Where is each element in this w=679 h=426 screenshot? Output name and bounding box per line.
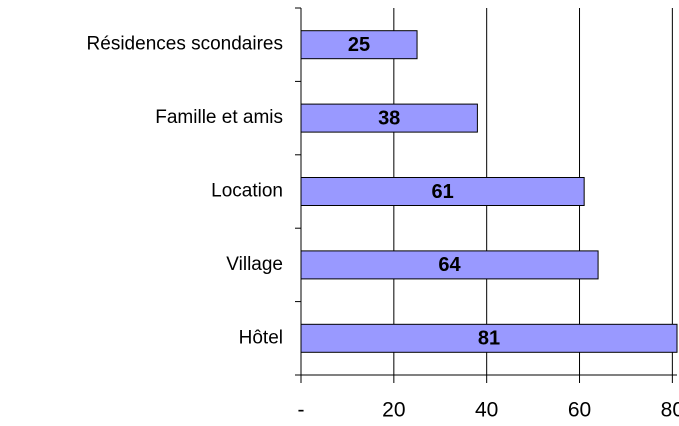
value-label: 25 <box>348 34 370 56</box>
bar <box>300 323 678 353</box>
value-label: 64 <box>438 254 461 276</box>
value-label: 38 <box>378 107 400 129</box>
y-tick-label: Famille et amis <box>155 107 283 128</box>
y-tick-label: Location <box>211 181 283 202</box>
bar <box>300 30 418 60</box>
x-tick-label: 60 <box>568 399 591 422</box>
bar <box>300 103 478 133</box>
value-label: 61 <box>431 181 453 203</box>
bar <box>300 250 599 280</box>
x-tick-label: - <box>298 399 305 422</box>
y-tick-label: Hôtel <box>239 327 283 348</box>
y-tick-label: Village <box>226 254 283 275</box>
x-tick-label: 40 <box>475 399 498 422</box>
value-label: 81 <box>478 328 500 350</box>
y-tick-label: Résidences scondaires <box>87 34 283 55</box>
x-tick-label: 80 <box>661 399 679 422</box>
bar <box>300 177 585 206</box>
x-tick-label: 20 <box>382 399 405 422</box>
